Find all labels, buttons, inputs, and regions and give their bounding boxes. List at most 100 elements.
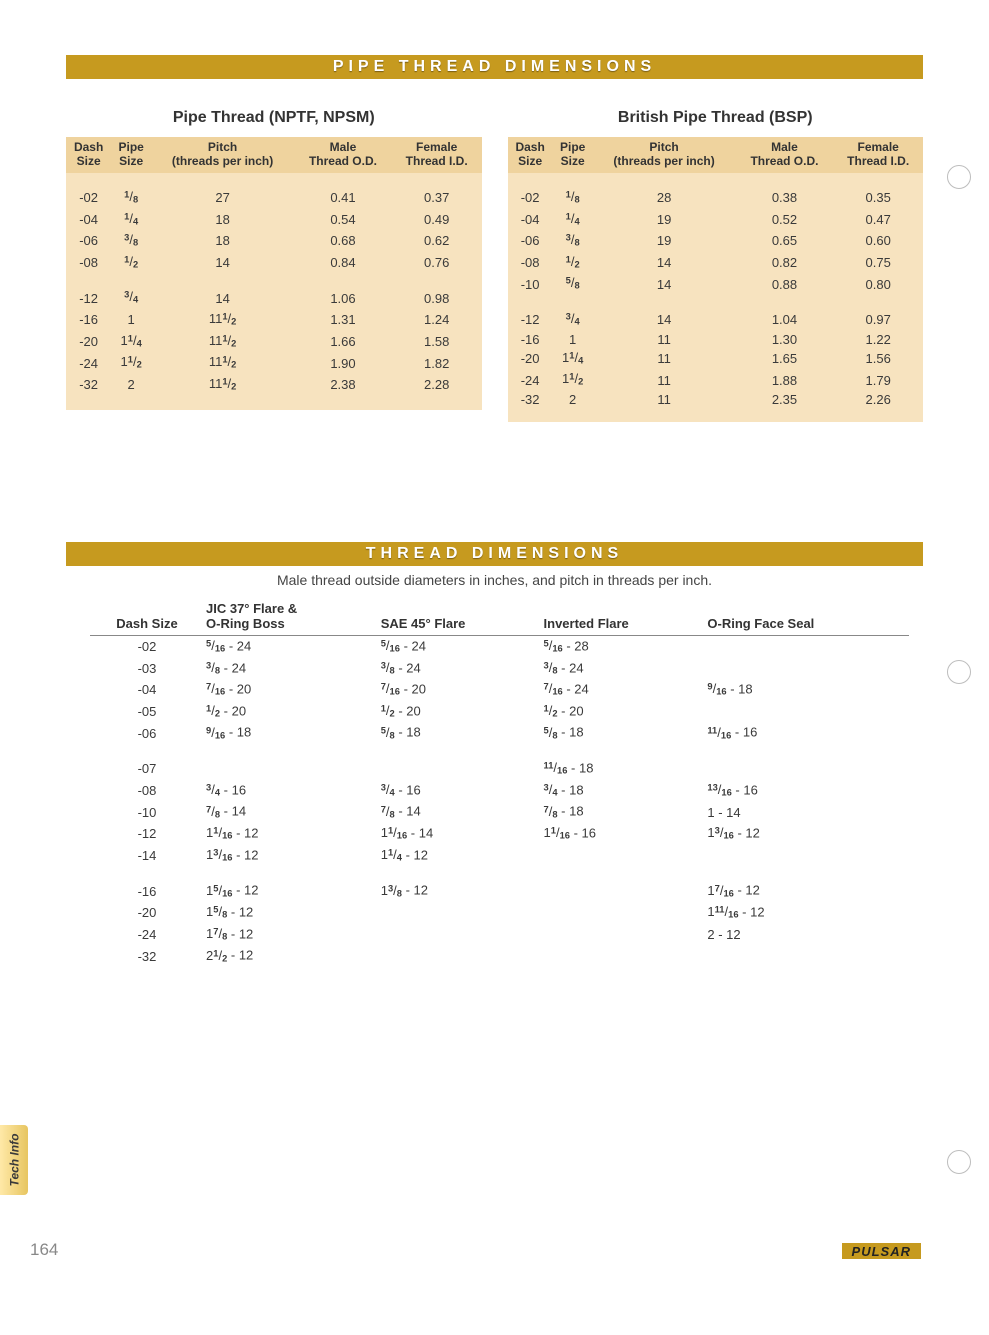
cell: 13/16 - 12	[705, 823, 909, 845]
cell: 7/16 - 20	[379, 679, 542, 701]
cell: 2.35	[736, 391, 834, 408]
punch-hole	[947, 165, 971, 189]
cell: 1/2 - 20	[204, 701, 379, 723]
cell	[705, 635, 909, 657]
cell: 18	[151, 208, 294, 230]
cell: -20	[90, 902, 204, 924]
table-row: -063/8190.650.60	[508, 230, 924, 252]
cell: 3/4	[553, 309, 593, 331]
page-number: 164	[30, 1240, 58, 1260]
cell: 14	[593, 273, 736, 295]
cell: 11	[593, 331, 736, 348]
table-row: -025/16 - 245/16 - 245/16 - 28	[90, 635, 909, 657]
table-row: -051/2 - 201/2 - 201/2 - 20	[90, 701, 909, 723]
cell: -06	[90, 722, 204, 744]
col-header: SAE 45° Flare	[379, 598, 542, 636]
cell: 0.84	[294, 252, 392, 274]
cell: -10	[508, 273, 553, 295]
table-row: -2411/2111.881.79	[508, 369, 924, 391]
cell: 19	[593, 208, 736, 230]
cell	[542, 924, 706, 946]
cell: -12	[90, 823, 204, 845]
cell: 0.97	[833, 309, 923, 331]
cell: 1/8	[553, 187, 593, 209]
cell	[379, 902, 542, 924]
cell: 0.62	[392, 230, 482, 252]
col-header: MaleThread O.D.	[294, 137, 392, 173]
cell: 5/16 - 24	[204, 635, 379, 657]
table-row: -322112.352.26	[508, 391, 924, 408]
cell: 11	[593, 348, 736, 370]
cell: 7/8 - 18	[542, 801, 706, 823]
cell: -02	[508, 187, 553, 209]
cell: 0.65	[736, 230, 834, 252]
col-header: Dash Size	[90, 598, 204, 636]
cell: -04	[66, 208, 111, 230]
cell: -08	[508, 252, 553, 274]
cell: 111/2	[151, 331, 294, 353]
cell: 0.37	[392, 187, 482, 209]
cell: 11/16 - 16	[542, 823, 706, 845]
cell: 11/2	[553, 369, 593, 391]
cell: 14	[151, 252, 294, 274]
cell: 3/4	[111, 287, 151, 309]
cell: 2	[553, 391, 593, 408]
cell: 11	[593, 391, 736, 408]
table-row: -2411/2111/21.901.82	[66, 352, 482, 374]
col-header: DashSize	[508, 137, 553, 173]
col-header: FemaleThread I.D.	[392, 137, 482, 173]
cell: -12	[508, 309, 553, 331]
cell: 13/16 - 16	[705, 780, 909, 802]
cell: 2 - 12	[705, 924, 909, 946]
cell: 1.30	[736, 331, 834, 348]
page: PIPE THREAD DIMENSIONS Pipe Thread (NPTF…	[0, 55, 989, 1335]
table-row	[90, 866, 909, 880]
cell: 18	[151, 230, 294, 252]
cell: 7/16 - 24	[542, 679, 706, 701]
brand-label: PULSAR	[852, 1244, 911, 1259]
cell: 2	[111, 374, 151, 396]
table-row: -083/4 - 163/4 - 163/4 - 1813/16 - 16	[90, 780, 909, 802]
cell: 0.35	[833, 187, 923, 209]
cell: 5/16 - 28	[542, 635, 706, 657]
table-row: -3221/2 - 12	[90, 945, 909, 967]
col-header: O-Ring Face Seal	[705, 598, 909, 636]
cell: 19	[593, 230, 736, 252]
cell: 1	[111, 309, 151, 331]
cell: 1/2	[553, 252, 593, 274]
cell: 1.66	[294, 331, 392, 353]
cell: 9/16 - 18	[705, 679, 909, 701]
cell: 11/16 - 18	[542, 758, 706, 780]
cell: 1.58	[392, 331, 482, 353]
table-row: -033/8 - 243/8 - 243/8 - 24	[90, 658, 909, 680]
cell: 1.56	[833, 348, 923, 370]
cell: 2.26	[833, 391, 923, 408]
cell: -08	[66, 252, 111, 274]
table-row: -041/4180.540.49	[66, 208, 482, 230]
cell: 0.41	[294, 187, 392, 209]
banner-pipe-thread: PIPE THREAD DIMENSIONS	[66, 55, 923, 79]
cell: 1.65	[736, 348, 834, 370]
cell	[379, 924, 542, 946]
cell	[705, 758, 909, 780]
cell: 0.47	[833, 208, 923, 230]
cell: 0.80	[833, 273, 923, 295]
cell: 14	[593, 252, 736, 274]
cell: 28	[593, 187, 736, 209]
cell	[379, 945, 542, 967]
cell: 3/4 - 18	[542, 780, 706, 802]
table-row: -322111/22.382.28	[66, 374, 482, 396]
cell: 17/16 - 12	[705, 880, 909, 902]
cell: 1	[553, 331, 593, 348]
cell: 0.38	[736, 187, 834, 209]
col-header: FemaleThread I.D.	[833, 137, 923, 173]
cell: 1/2 - 20	[379, 701, 542, 723]
pipe-nptf-table: DashSizePipeSizePitch(threads per inch)M…	[66, 137, 482, 410]
cell: 7/8 - 14	[204, 801, 379, 823]
cell: 3/8	[553, 230, 593, 252]
table-row: -2011/4111.651.56	[508, 348, 924, 370]
cell: 11/4	[111, 331, 151, 353]
thread-table: Dash SizeJIC 37° Flare &O-Ring BossSAE 4…	[90, 598, 909, 967]
cell: 9/16 - 18	[204, 722, 379, 744]
cell: 0.88	[736, 273, 834, 295]
